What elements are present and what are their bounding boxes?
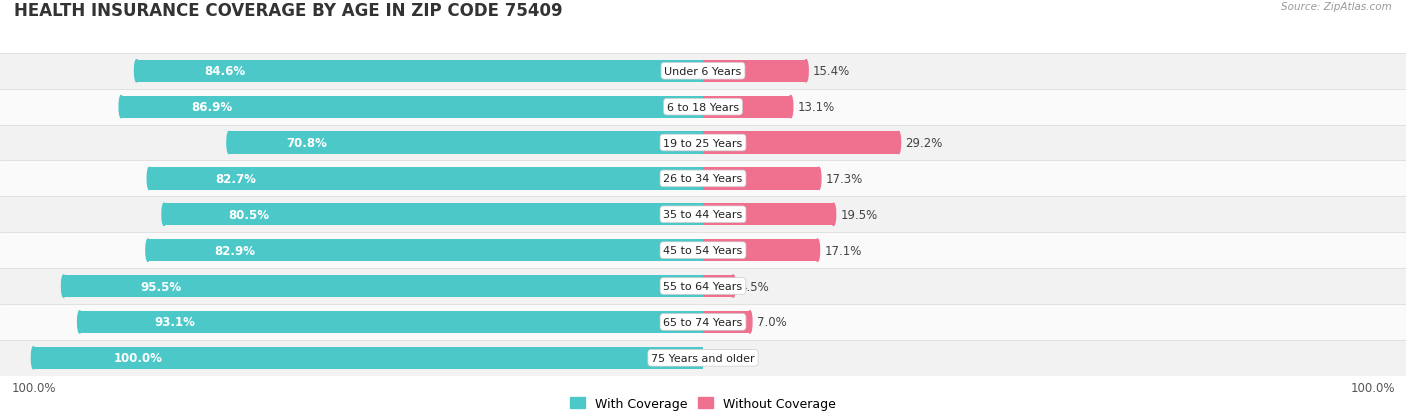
Circle shape (817, 168, 821, 190)
Circle shape (831, 204, 835, 226)
Bar (703, 204, 834, 226)
Bar (0, 340, 1406, 376)
Circle shape (162, 204, 166, 226)
Text: 17.3%: 17.3% (825, 173, 863, 185)
Circle shape (31, 347, 35, 369)
Text: 93.1%: 93.1% (155, 316, 195, 329)
Legend: With Coverage, Without Coverage: With Coverage, Without Coverage (565, 392, 841, 413)
Circle shape (148, 168, 152, 190)
Text: 13.1%: 13.1% (797, 101, 835, 114)
Text: 75 Years and older: 75 Years and older (651, 353, 755, 363)
Bar (34, 347, 703, 369)
Bar (703, 60, 806, 83)
Circle shape (146, 240, 150, 262)
Text: 70.8%: 70.8% (285, 137, 326, 150)
Text: 82.7%: 82.7% (215, 173, 257, 185)
Circle shape (804, 60, 808, 83)
Circle shape (135, 60, 139, 83)
Bar (63, 275, 703, 297)
Text: 15.4%: 15.4% (813, 65, 851, 78)
Text: 6 to 18 Years: 6 to 18 Years (666, 102, 740, 112)
Text: 4.5%: 4.5% (740, 280, 769, 293)
Text: 17.1%: 17.1% (824, 244, 862, 257)
Text: 45 to 54 Years: 45 to 54 Years (664, 246, 742, 256)
Bar (0, 304, 1406, 340)
Text: HEALTH INSURANCE COVERAGE BY AGE IN ZIP CODE 75409: HEALTH INSURANCE COVERAGE BY AGE IN ZIP … (14, 2, 562, 20)
Circle shape (120, 96, 124, 119)
Circle shape (789, 96, 793, 119)
Bar (703, 96, 790, 119)
Circle shape (748, 311, 752, 333)
Text: 26 to 34 Years: 26 to 34 Years (664, 174, 742, 184)
Text: 82.9%: 82.9% (215, 244, 256, 257)
Text: Under 6 Years: Under 6 Years (665, 66, 741, 76)
Text: 65 to 74 Years: 65 to 74 Years (664, 317, 742, 327)
Text: 86.9%: 86.9% (191, 101, 232, 114)
Circle shape (897, 132, 901, 154)
Bar (0, 233, 1406, 268)
Bar (148, 240, 703, 262)
Bar (0, 197, 1406, 233)
Text: 84.6%: 84.6% (204, 65, 246, 78)
Text: 35 to 44 Years: 35 to 44 Years (664, 210, 742, 220)
Bar (703, 275, 733, 297)
Bar (0, 161, 1406, 197)
Circle shape (815, 240, 820, 262)
Bar (703, 132, 898, 154)
Text: 19.5%: 19.5% (841, 208, 877, 221)
Text: 7.0%: 7.0% (756, 316, 786, 329)
Bar (229, 132, 703, 154)
Text: 55 to 64 Years: 55 to 64 Years (664, 281, 742, 291)
Text: 19 to 25 Years: 19 to 25 Years (664, 138, 742, 148)
Bar (703, 168, 818, 190)
Bar (80, 311, 703, 333)
Bar (0, 268, 1406, 304)
Text: 80.5%: 80.5% (229, 208, 270, 221)
Bar (0, 125, 1406, 161)
Bar (136, 60, 703, 83)
Circle shape (62, 275, 66, 297)
Circle shape (77, 311, 82, 333)
Bar (165, 204, 703, 226)
Circle shape (226, 132, 231, 154)
Text: Source: ZipAtlas.com: Source: ZipAtlas.com (1281, 2, 1392, 12)
Bar (703, 311, 749, 333)
Bar (703, 240, 817, 262)
Bar (0, 54, 1406, 90)
Bar (149, 168, 703, 190)
Text: 29.2%: 29.2% (905, 137, 942, 150)
Text: 100.0%: 100.0% (114, 351, 163, 364)
Circle shape (731, 275, 735, 297)
Bar (0, 90, 1406, 125)
Text: 95.5%: 95.5% (141, 280, 181, 293)
Bar (121, 96, 703, 119)
